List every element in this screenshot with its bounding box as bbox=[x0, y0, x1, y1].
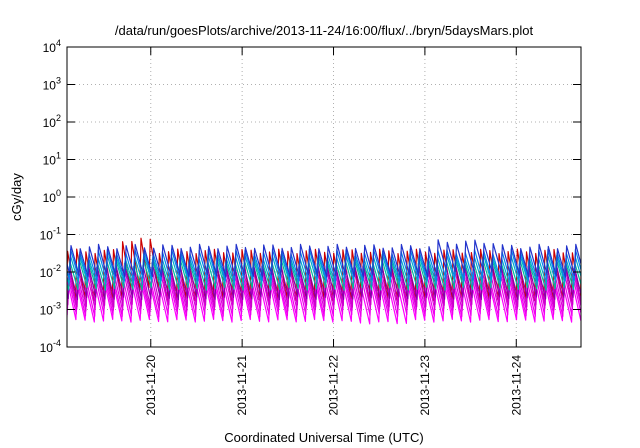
y-tick-label: 103 bbox=[43, 76, 61, 93]
y-tick-label: 101 bbox=[43, 151, 61, 168]
y-tick-label: 10-2 bbox=[40, 263, 61, 280]
x-tick-label: 2013-11-21 bbox=[235, 355, 249, 416]
series-layer bbox=[67, 237, 581, 325]
x-tick-label: 2013-11-22 bbox=[327, 355, 341, 416]
series-line-10 bbox=[67, 239, 581, 278]
y-tick-labels: 104 103 102 101 100 10-1 10-2 10-3 10-4 bbox=[40, 38, 61, 355]
chart-title: /data/run/goesPlots/archive/2013-11-24/1… bbox=[115, 23, 534, 38]
y-tick-label: 100 bbox=[43, 188, 61, 205]
y-tick-label: 10-4 bbox=[40, 338, 61, 355]
y-tick-label: 104 bbox=[43, 38, 61, 55]
y-tick-label: 102 bbox=[43, 113, 61, 130]
tick-marks bbox=[67, 46, 581, 348]
y-tick-label: 10-3 bbox=[40, 301, 61, 318]
x-axis-label: Coordinated Universal Time (UTC) bbox=[224, 430, 423, 445]
y-tick-label: 10-1 bbox=[40, 226, 61, 243]
x-tick-label: 2013-11-24 bbox=[509, 355, 523, 416]
x-tick-label: 2013-11-20 bbox=[144, 355, 158, 416]
y-axis-label: cGy/day bbox=[9, 173, 24, 221]
x-tick-label: 2013-11-23 bbox=[418, 355, 432, 416]
x-tick-labels: 2013-11-20 2013-11-21 2013-11-22 2013-11-23… bbox=[144, 355, 524, 416]
